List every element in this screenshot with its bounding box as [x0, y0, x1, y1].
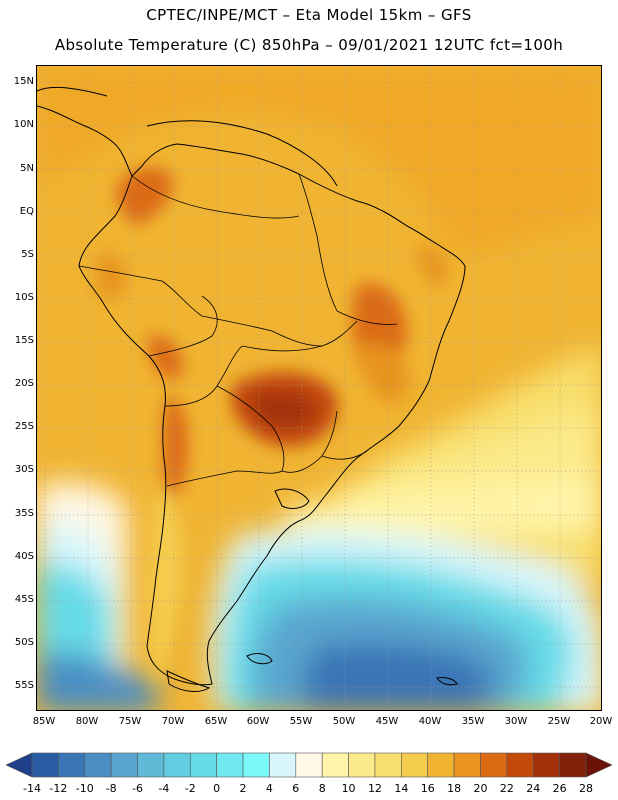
country-borders — [78, 173, 398, 487]
colorbar-tick-label: 10 — [341, 782, 356, 795]
colorbar-swatch — [480, 752, 508, 778]
colorbar-tick-label: 2 — [239, 782, 247, 795]
lon-tick-label: 75W — [118, 716, 142, 727]
colorbar-tick-label: 16 — [420, 782, 435, 795]
colorbar-swatch — [585, 752, 612, 778]
colorbar-swatch — [453, 752, 481, 778]
colorbar-tick-label: 0 — [213, 782, 221, 795]
colorbar-swatch — [58, 752, 86, 778]
colorbar-tick-label: 6 — [292, 782, 300, 795]
map-canvas — [37, 66, 601, 710]
colorbar-tick-label: -6 — [132, 782, 143, 795]
colorbar-swatch — [31, 752, 59, 778]
lat-tick-label: 10N — [13, 119, 34, 130]
lat-tick-label: 45S — [14, 594, 34, 605]
colorbar-swatch — [269, 752, 297, 778]
colorbar-swatch — [401, 752, 429, 778]
colorbar-swatch — [532, 752, 560, 778]
lat-tick-label: EQ — [19, 206, 34, 217]
colorbar-tick-label: -14 — [23, 782, 41, 795]
lon-tick-label: 20W — [589, 716, 613, 727]
colorbar-tick-label: -4 — [158, 782, 170, 795]
colorbar-tick-label: 26 — [552, 782, 567, 795]
south-america-coast — [78, 143, 466, 686]
colorbar-swatch — [6, 752, 33, 778]
colorbar-tick-label: 12 — [367, 782, 382, 795]
lon-tick-label: 70W — [161, 716, 185, 727]
lat-tick-label: 35S — [14, 508, 34, 519]
colorbar-tick-label: -12 — [49, 782, 68, 795]
colorbar — [6, 752, 612, 778]
colorbar-swatch — [506, 752, 534, 778]
coastline — [37, 86, 466, 692]
colorbar-swatch — [189, 752, 217, 778]
lon-tick-label: 45W — [375, 716, 399, 727]
lon-tick-label: 85W — [32, 716, 56, 727]
colorbar-swatch — [84, 752, 112, 778]
lat-tick-label: 30S — [14, 464, 34, 475]
temperature-map — [36, 65, 602, 711]
colorbar-tick-label: 24 — [526, 782, 541, 795]
map-title-line-1: CPTEC/INPE/MCT – Eta Model 15km – GFS — [146, 6, 472, 24]
lat-tick-label: 40S — [14, 551, 34, 562]
colorbar-swatch — [295, 752, 323, 778]
colorbar-tick-label: 28 — [579, 782, 593, 795]
colorbar-tick-label: -8 — [105, 782, 117, 795]
colorbar-swatch — [427, 752, 455, 778]
lat-tick-label: 10S — [14, 292, 34, 303]
colorbar-swatch — [216, 752, 244, 778]
lon-tick-label: 50W — [332, 716, 356, 727]
lon-tick-label: 40W — [418, 716, 442, 727]
lat-tick-label: 5N — [20, 163, 34, 174]
lon-tick-label: 55W — [289, 716, 313, 727]
colorbar-swatch — [242, 752, 270, 778]
lat-tick-label: 5S — [21, 249, 34, 260]
lon-tick-label: 25W — [547, 716, 571, 727]
lat-tick-label: 25S — [14, 421, 34, 432]
colorbar-swatch — [348, 752, 376, 778]
lat-tick-label: 50S — [14, 637, 34, 648]
lat-tick-label: 15N — [13, 76, 34, 87]
lon-tick-label: 30W — [504, 716, 528, 727]
lat-tick-label: 55S — [14, 680, 34, 691]
colorbar-swatch — [163, 752, 191, 778]
colorbar-swatch — [137, 752, 165, 778]
lon-tick-label: 35W — [461, 716, 485, 727]
lon-tick-label: 80W — [75, 716, 99, 727]
lat-tick-label: 20S — [14, 378, 34, 389]
lon-tick-label: 65W — [204, 716, 228, 727]
colorbar-tick-label: 4 — [265, 782, 273, 795]
colorbar-swatch — [321, 752, 349, 778]
colorbar-tick-label: 22 — [499, 782, 514, 795]
colorbar-tick-label: 18 — [447, 782, 462, 795]
colorbar-tick-label: -10 — [75, 782, 94, 795]
colorbar-swatches — [6, 752, 612, 778]
map-title-line-2: Absolute Temperature (C) 850hPa – 09/01/… — [54, 36, 564, 54]
colorbar-swatch — [110, 752, 138, 778]
lon-tick-label: 60W — [246, 716, 270, 727]
colorbar-tick-label: 14 — [394, 782, 409, 795]
colorbar-tick-label: 20 — [473, 782, 488, 795]
lat-tick-label: 15S — [14, 335, 34, 346]
colorbar-swatch — [374, 752, 402, 778]
colorbar-tick-label: 8 — [318, 782, 326, 795]
colorbar-swatch — [559, 752, 587, 778]
colorbar-tick-label: -2 — [184, 782, 196, 795]
